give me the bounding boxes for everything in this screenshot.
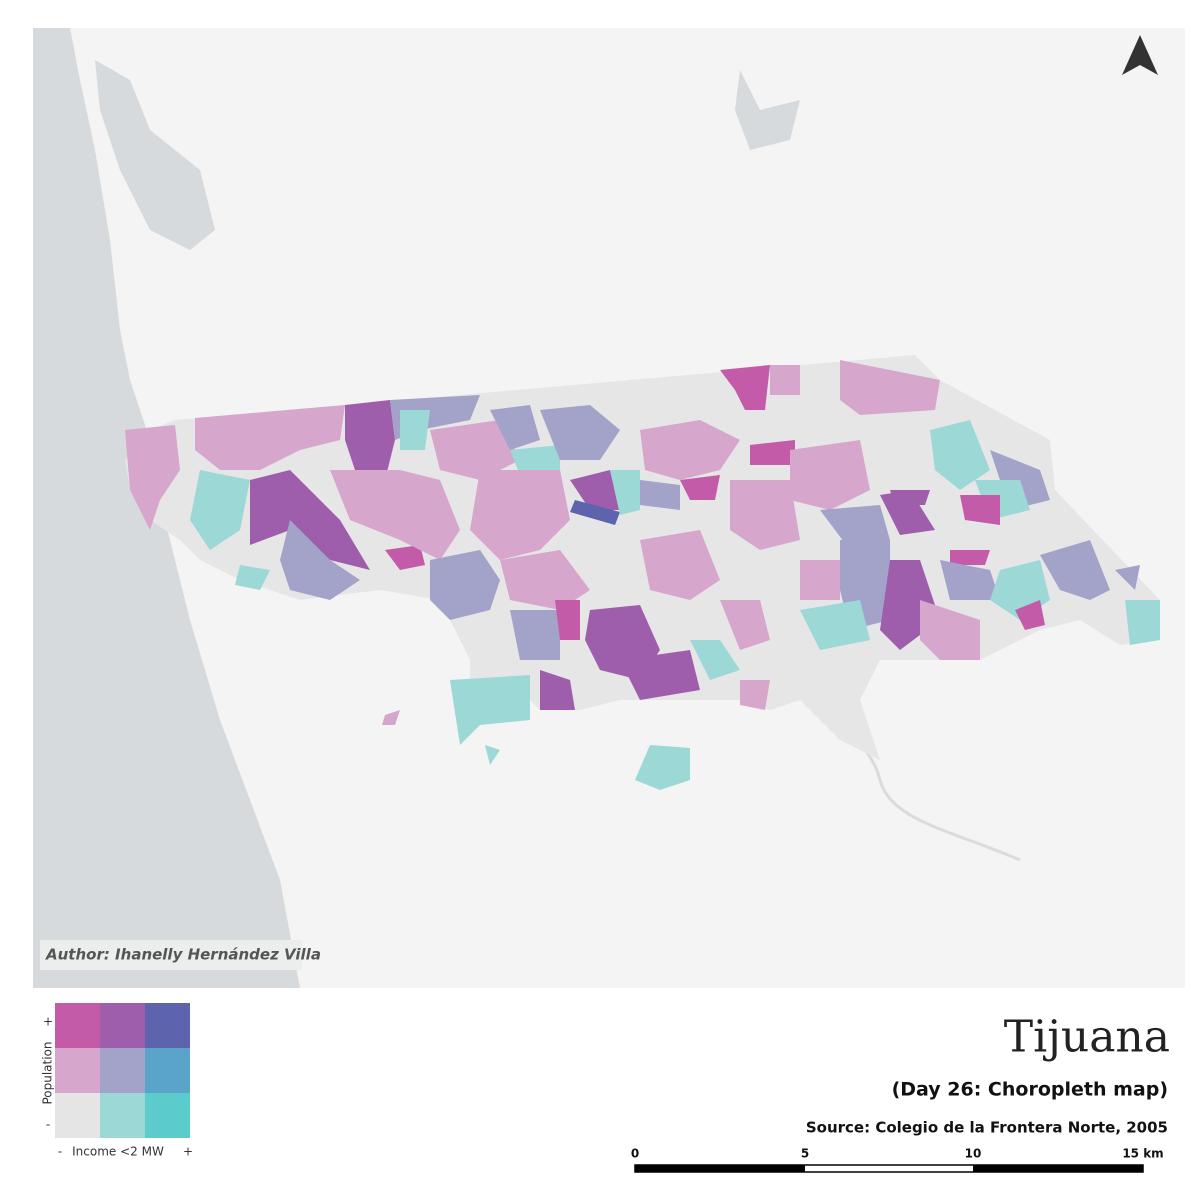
legend-cell (145, 1048, 190, 1093)
region (1115, 565, 1140, 590)
legend-x-plus: + (183, 1145, 193, 1159)
region (640, 480, 680, 510)
legend-y-plus: + (43, 1015, 53, 1029)
region (640, 530, 720, 600)
region (345, 400, 395, 480)
region (570, 500, 620, 525)
region (800, 600, 870, 650)
choropleth-regions (125, 355, 1160, 790)
author: Author: Ihanelly Hernández Villa (45, 946, 321, 964)
region (800, 560, 840, 600)
source: Source: Colegio de la Frontera Norte, 20… (806, 1119, 1168, 1137)
scale-label: 15 km (1122, 1147, 1163, 1161)
legend-cell (100, 1093, 145, 1138)
region (770, 365, 800, 395)
region (400, 410, 430, 450)
region (790, 440, 870, 510)
basemap-feature (95, 60, 215, 250)
region (720, 600, 770, 650)
region (430, 420, 520, 480)
author-box: Author: Ihanelly Hernández Villa (40, 940, 321, 970)
basemap-feature (735, 70, 800, 150)
region (430, 550, 500, 620)
region (950, 550, 990, 565)
legend-cell (100, 1048, 145, 1093)
region (540, 670, 575, 710)
basemap-feature (33, 28, 300, 988)
region (235, 565, 270, 590)
legend-cell (55, 1048, 100, 1093)
region (680, 475, 720, 500)
region (890, 490, 930, 505)
region (330, 470, 460, 560)
region (540, 405, 620, 460)
scale-label: 10 (965, 1147, 982, 1161)
region (930, 420, 990, 490)
region (740, 680, 770, 710)
region (470, 470, 570, 560)
legend-y-label: Population (41, 1041, 55, 1104)
region (620, 650, 700, 700)
region (920, 600, 980, 660)
region (1125, 600, 1160, 645)
region (450, 675, 530, 745)
region (940, 560, 1000, 600)
region (190, 470, 250, 550)
title: Tijuana (1004, 1012, 1170, 1063)
legend-cell (55, 1003, 100, 1048)
legend-cell (145, 1093, 190, 1138)
region (640, 420, 740, 480)
legend-cell (55, 1093, 100, 1138)
region (510, 445, 560, 475)
region (385, 545, 425, 570)
scale-bar: 0 5 10 15 km (631, 1147, 1164, 1173)
legend: Population + - - Income <2 MW + (41, 1003, 193, 1159)
region (250, 470, 370, 570)
legend-y-minus: - (46, 1118, 50, 1132)
region (500, 550, 590, 610)
legend-cell (145, 1003, 190, 1048)
region (382, 710, 400, 725)
region (610, 470, 640, 515)
region (690, 640, 740, 680)
region (720, 365, 770, 410)
region (635, 745, 690, 790)
region (570, 470, 620, 510)
north-arrow (1122, 35, 1158, 75)
scale-segment (973, 1165, 1143, 1172)
region (1040, 540, 1110, 600)
legend-cell (100, 1003, 145, 1048)
legend-x-minus: - (58, 1145, 62, 1159)
region (960, 495, 1000, 525)
region (485, 745, 500, 765)
scale-label: 0 (631, 1147, 639, 1161)
scale-label: 5 (801, 1147, 809, 1161)
scale-segment (635, 1165, 805, 1172)
legend-x-label: Income <2 MW (72, 1145, 164, 1159)
region (125, 425, 180, 530)
region (280, 520, 360, 600)
region (555, 600, 580, 640)
region (820, 505, 890, 550)
subtitle: (Day 26: Choropleth map) (892, 1079, 1168, 1101)
region (490, 405, 540, 450)
region (1015, 600, 1045, 630)
region (195, 405, 345, 470)
region (730, 480, 800, 550)
region (510, 610, 560, 660)
region (840, 360, 940, 415)
region (750, 440, 795, 465)
